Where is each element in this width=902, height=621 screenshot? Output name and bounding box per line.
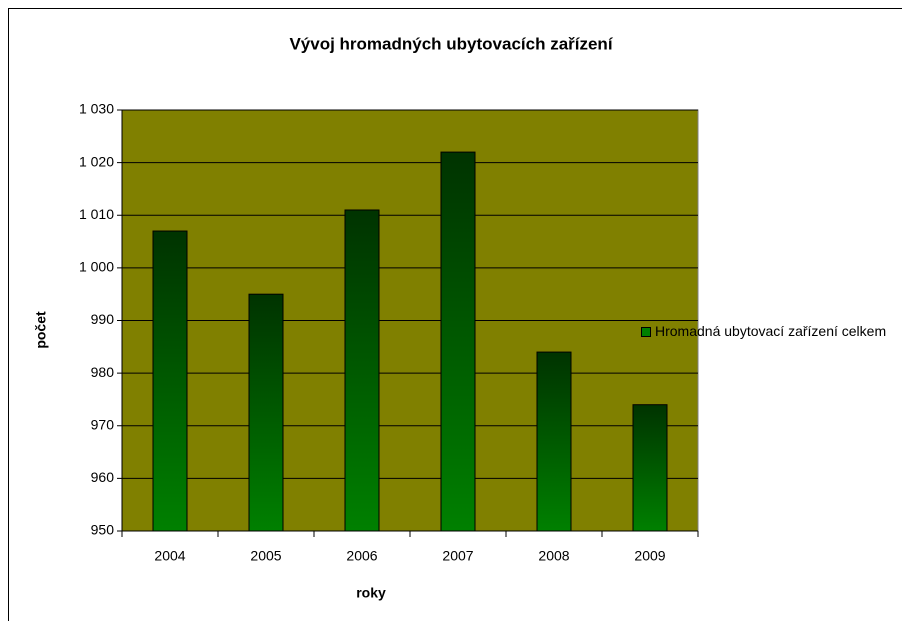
bar [152,230,188,532]
chart-title: Vývoj hromadných ubytovacích zařízení [289,34,613,53]
x-tick-label: 2007 [442,548,473,564]
x-tick-label: 2006 [346,548,377,564]
y-tick-label: 950 [91,522,115,538]
y-tick-label: 1 010 [79,206,114,222]
legend-label: Hromadná ubytovací zařízení celkem [655,323,887,339]
x-tick-label: 2004 [154,548,185,564]
x-tick-label: 2005 [250,548,281,564]
bar [344,209,380,532]
y-tick-label: 980 [91,364,115,380]
y-tick-label: 1 020 [79,153,114,169]
y-tick-label: 1 030 [79,101,114,117]
y-axis-label: počet [33,311,49,349]
legend: Hromadná ubytovací zařízení celkem [641,323,902,340]
legend-swatch [641,327,651,337]
bar [632,404,668,532]
bar [248,293,284,532]
y-tick-label: 1 000 [79,259,114,275]
bar [536,351,572,532]
y-tick-label: 990 [91,311,115,327]
x-tick-label: 2009 [634,548,665,564]
x-axis-label: roky [356,585,386,601]
bar [440,151,476,532]
x-tick-label: 2008 [538,548,569,564]
y-tick-label: 960 [91,469,115,485]
y-tick-label: 970 [91,416,115,432]
